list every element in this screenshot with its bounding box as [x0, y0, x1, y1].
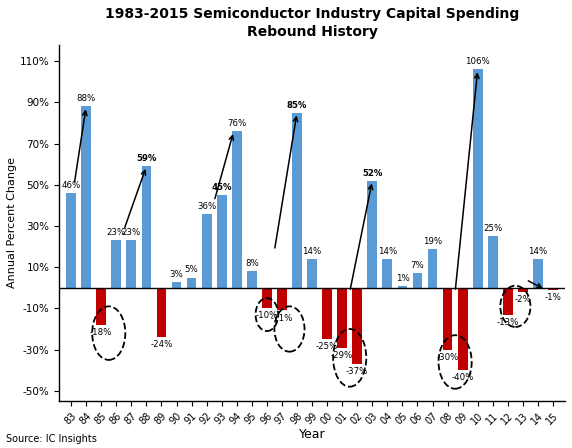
Text: Source: IC Insights: Source: IC Insights	[6, 434, 97, 444]
Bar	[217, 195, 227, 288]
Text: 46%: 46%	[62, 181, 81, 190]
Bar	[518, 288, 528, 292]
Bar	[443, 288, 452, 349]
Bar	[383, 259, 392, 288]
Bar	[337, 288, 347, 348]
Text: 106%: 106%	[466, 57, 490, 66]
Bar	[458, 288, 467, 370]
Bar	[96, 288, 106, 325]
Text: 52%: 52%	[362, 168, 383, 177]
Text: -37%: -37%	[346, 367, 368, 376]
Bar	[172, 282, 181, 288]
Bar	[247, 271, 257, 288]
Bar	[307, 259, 317, 288]
Text: 1%: 1%	[396, 274, 410, 283]
Text: 19%: 19%	[423, 237, 442, 246]
Text: -2%: -2%	[514, 295, 531, 304]
Bar	[398, 286, 407, 288]
Text: 8%: 8%	[245, 259, 259, 268]
Title: 1983-2015 Semiconductor Industry Capital Spending
Rebound History: 1983-2015 Semiconductor Industry Capital…	[105, 7, 519, 39]
Text: 76%: 76%	[227, 119, 247, 128]
Bar	[81, 107, 91, 288]
Text: -29%: -29%	[331, 351, 353, 360]
Text: 23%: 23%	[122, 228, 141, 237]
Y-axis label: Annual Percent Change: Annual Percent Change	[7, 157, 17, 289]
Text: 59%: 59%	[136, 154, 157, 163]
Text: -1%: -1%	[545, 293, 562, 302]
Text: -40%: -40%	[451, 373, 474, 382]
Bar	[548, 288, 558, 290]
Bar	[473, 69, 483, 288]
Bar	[277, 288, 287, 310]
Bar	[112, 241, 121, 288]
Text: -30%: -30%	[436, 353, 459, 362]
Bar	[157, 288, 166, 337]
Text: 25%: 25%	[483, 224, 502, 233]
Text: -13%: -13%	[496, 318, 519, 327]
Text: 7%: 7%	[411, 261, 424, 270]
Text: -11%: -11%	[271, 314, 293, 323]
Text: 14%: 14%	[378, 247, 397, 256]
Bar	[367, 181, 377, 288]
Text: 23%: 23%	[106, 228, 126, 237]
Bar	[262, 288, 272, 308]
Text: -10%: -10%	[256, 311, 278, 320]
Text: 88%: 88%	[77, 95, 96, 103]
Bar	[412, 273, 422, 288]
Bar	[141, 166, 152, 288]
Bar	[66, 193, 76, 288]
Text: -18%: -18%	[90, 328, 113, 337]
Text: 36%: 36%	[197, 202, 216, 211]
Text: 85%: 85%	[287, 101, 307, 110]
Bar	[503, 288, 513, 314]
Text: -24%: -24%	[150, 340, 173, 349]
Bar	[292, 112, 302, 288]
Bar	[322, 288, 332, 339]
Bar	[488, 236, 498, 288]
Text: 5%: 5%	[185, 265, 198, 275]
Text: 14%: 14%	[529, 247, 547, 256]
Bar	[428, 249, 438, 288]
Bar	[232, 131, 241, 288]
Text: 14%: 14%	[303, 247, 321, 256]
Text: 45%: 45%	[212, 183, 232, 192]
Bar	[202, 214, 212, 288]
X-axis label: Year: Year	[299, 428, 325, 441]
Text: -25%: -25%	[316, 342, 338, 351]
Text: 3%: 3%	[170, 270, 184, 279]
Bar	[186, 277, 197, 288]
Bar	[352, 288, 362, 364]
Bar	[533, 259, 543, 288]
Bar	[126, 241, 136, 288]
